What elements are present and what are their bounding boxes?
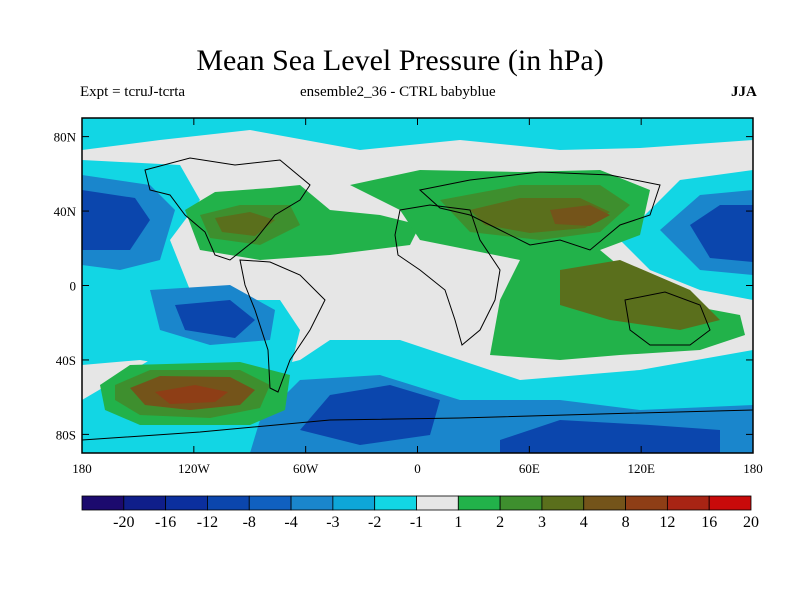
y-tick-label: 40N	[54, 204, 77, 219]
south-pacific-high-core	[155, 385, 228, 404]
x-tick-label: 0	[414, 461, 421, 476]
legend-swatch	[165, 495, 208, 511]
legend-label: -1	[410, 514, 423, 531]
y-tick-label: 80S	[56, 427, 76, 442]
legend-label: -20	[113, 514, 134, 531]
legend-swatch	[374, 495, 417, 511]
legend-swatch	[666, 495, 710, 511]
south-atlantic-low	[300, 385, 440, 445]
north-america-high	[215, 212, 275, 236]
legend-label: 16	[701, 514, 717, 531]
legend-label: 8	[622, 514, 630, 531]
y-tick-label: 80N	[54, 130, 77, 145]
legend-swatch	[416, 495, 459, 511]
eurasia-outline	[418, 171, 661, 251]
chart-title: Mean Sea Level Pressure (in hPa)	[196, 44, 604, 77]
legend-label: 3	[538, 514, 546, 531]
legend-label: -16	[155, 514, 176, 531]
legend-swatch	[457, 495, 501, 511]
south-america-outline	[239, 259, 326, 393]
legend-swatch	[625, 495, 668, 511]
maritime-continent-high	[560, 260, 720, 330]
australia-outline	[624, 291, 711, 346]
antarctic-low	[500, 420, 720, 453]
ensemble-label: ensemble2_36 - CTRL babyblue	[300, 84, 496, 100]
legend-swatch	[708, 495, 752, 511]
legend-label: -8	[243, 514, 256, 531]
season-label: JJA	[731, 84, 757, 100]
x-tick-label: 120W	[178, 461, 211, 476]
legend-label: -12	[197, 514, 218, 531]
legend-swatch	[499, 495, 543, 511]
legend-swatch	[290, 495, 334, 511]
legend-label: 1	[454, 514, 462, 531]
y-tick-label: 0	[70, 279, 77, 294]
legend-swatch	[123, 495, 167, 511]
x-tick-label: 180	[72, 461, 92, 476]
x-tick-label: 180	[743, 461, 763, 476]
legend-swatch	[583, 495, 626, 511]
north-pacific-low	[82, 190, 150, 250]
south-pacific-low	[175, 300, 255, 338]
legend-swatch	[332, 495, 376, 511]
longitude-axis: 180 120W 60W 0 60E 120E 180	[72, 118, 763, 476]
legend-swatch	[81, 495, 125, 511]
x-tick-label: 120E	[627, 461, 655, 476]
legend-swatch	[207, 495, 250, 511]
legend-swatch	[541, 495, 585, 511]
experiment-label: Expt = tcruJ-tcrta	[80, 84, 186, 100]
arctic-cyan-band	[82, 118, 753, 150]
coastlines	[82, 157, 753, 441]
legend-swatch	[248, 495, 292, 511]
legend-label: 20	[743, 514, 759, 531]
legend-label: -3	[326, 514, 339, 531]
northwest-pacific-low	[690, 205, 753, 262]
legend-label: -2	[368, 514, 381, 531]
africa-neutral-patch	[455, 310, 478, 345]
legend-label: 4	[580, 514, 588, 531]
legend-label: 2	[496, 514, 504, 531]
latitude-axis: 80N 40N 0 40S 80S	[54, 130, 753, 442]
legend-label: -4	[284, 514, 297, 531]
north-america-outline	[144, 157, 311, 261]
legend-label: 12	[659, 514, 675, 531]
asia-high-core	[550, 205, 610, 226]
africa-outline	[394, 204, 501, 346]
antarctica-outline	[82, 409, 753, 441]
x-tick-label: 60E	[519, 461, 540, 476]
y-tick-label: 40S	[56, 353, 76, 368]
x-tick-label: 60W	[293, 461, 319, 476]
contour-fields	[82, 118, 753, 453]
